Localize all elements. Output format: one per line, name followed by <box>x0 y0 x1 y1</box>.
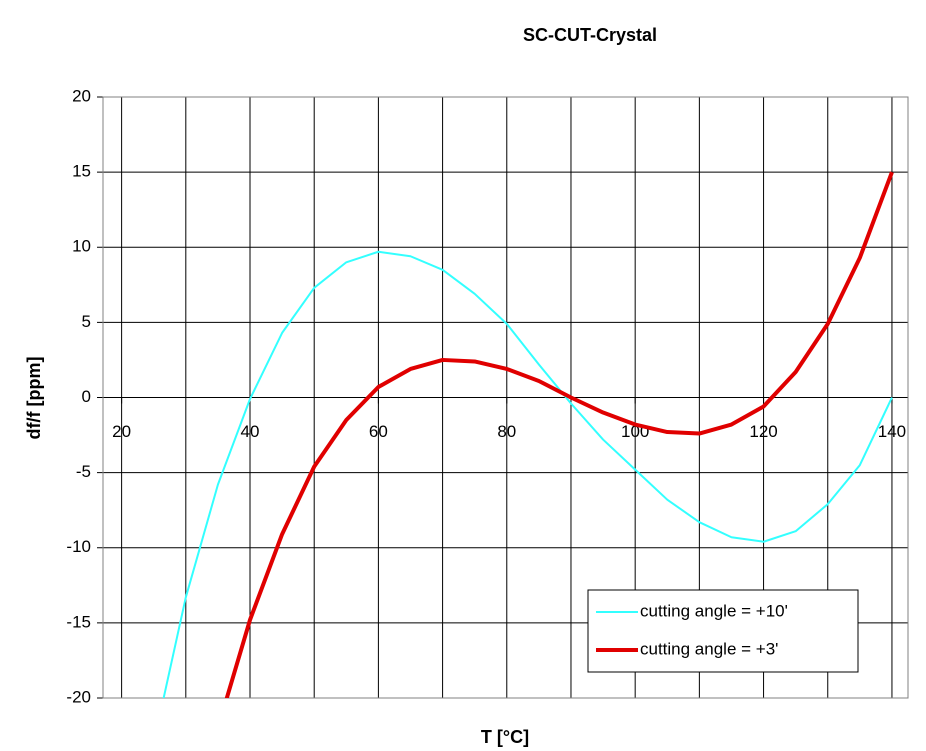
x-axis-label: T [°C] <box>481 727 529 747</box>
y-axis-label: df/f [ppm] <box>24 357 44 440</box>
legend: cutting angle = +10' cutting angle = +3' <box>587 589 859 673</box>
y-tick-label: -5 <box>76 462 91 481</box>
legend-label: cutting angle = +3' <box>640 639 778 658</box>
plot-area <box>102 96 909 699</box>
x-tick-label: 20 <box>112 422 131 441</box>
legend-box <box>587 589 859 673</box>
x-tick-label: 120 <box>749 422 777 441</box>
data-line <box>224 171 894 698</box>
x-tick-label: 80 <box>497 422 516 441</box>
y-tick-label: -20 <box>66 687 91 706</box>
y-tick-label: -10 <box>66 537 91 556</box>
y-tick-label: 15 <box>72 162 91 181</box>
plot-lines <box>162 171 894 698</box>
y-tick-label: 20 <box>72 86 91 105</box>
chart-title: SC-CUT-Crystal <box>523 25 657 45</box>
x-tick-label: 40 <box>241 422 260 441</box>
x-tick-label: 140 <box>878 422 906 441</box>
y-tick-label: 5 <box>82 312 91 331</box>
y-tick-label: 0 <box>82 387 91 406</box>
y-tick-label: -15 <box>66 612 91 631</box>
legend-label: cutting angle = +10' <box>640 601 788 620</box>
data-line <box>162 250 893 698</box>
y-tick-label: 10 <box>72 237 91 256</box>
x-tick-label: 60 <box>369 422 388 441</box>
